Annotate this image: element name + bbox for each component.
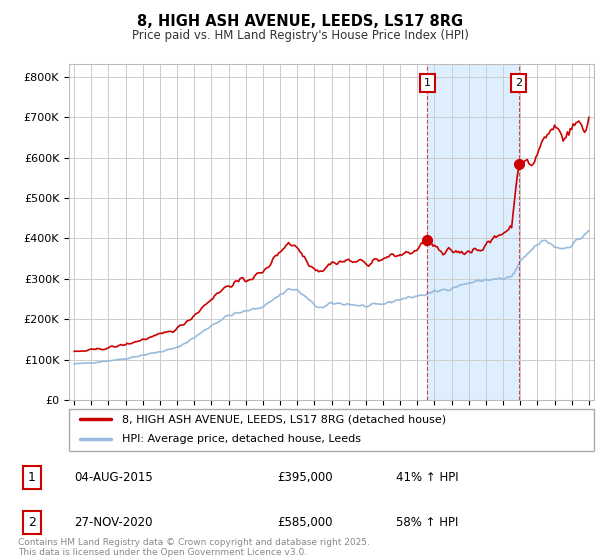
Text: 2: 2 <box>28 516 36 529</box>
Text: Contains HM Land Registry data © Crown copyright and database right 2025.
This d: Contains HM Land Registry data © Crown c… <box>18 538 370 557</box>
Text: 1: 1 <box>28 471 36 484</box>
Text: 04-AUG-2015: 04-AUG-2015 <box>74 471 153 484</box>
Text: HPI: Average price, detached house, Leeds: HPI: Average price, detached house, Leed… <box>121 434 361 444</box>
Text: 8, HIGH ASH AVENUE, LEEDS, LS17 8RG: 8, HIGH ASH AVENUE, LEEDS, LS17 8RG <box>137 14 463 29</box>
Text: £585,000: £585,000 <box>277 516 333 529</box>
Text: Price paid vs. HM Land Registry's House Price Index (HPI): Price paid vs. HM Land Registry's House … <box>131 29 469 42</box>
FancyBboxPatch shape <box>69 409 594 451</box>
Text: 8, HIGH ASH AVENUE, LEEDS, LS17 8RG (detached house): 8, HIGH ASH AVENUE, LEEDS, LS17 8RG (det… <box>121 414 446 424</box>
Text: 41% ↑ HPI: 41% ↑ HPI <box>396 471 458 484</box>
Bar <box>427 64 518 400</box>
Text: £395,000: £395,000 <box>277 471 333 484</box>
Text: 58% ↑ HPI: 58% ↑ HPI <box>396 516 458 529</box>
Text: 27-NOV-2020: 27-NOV-2020 <box>74 516 153 529</box>
Text: 1: 1 <box>424 78 431 88</box>
Text: 2: 2 <box>515 78 522 88</box>
